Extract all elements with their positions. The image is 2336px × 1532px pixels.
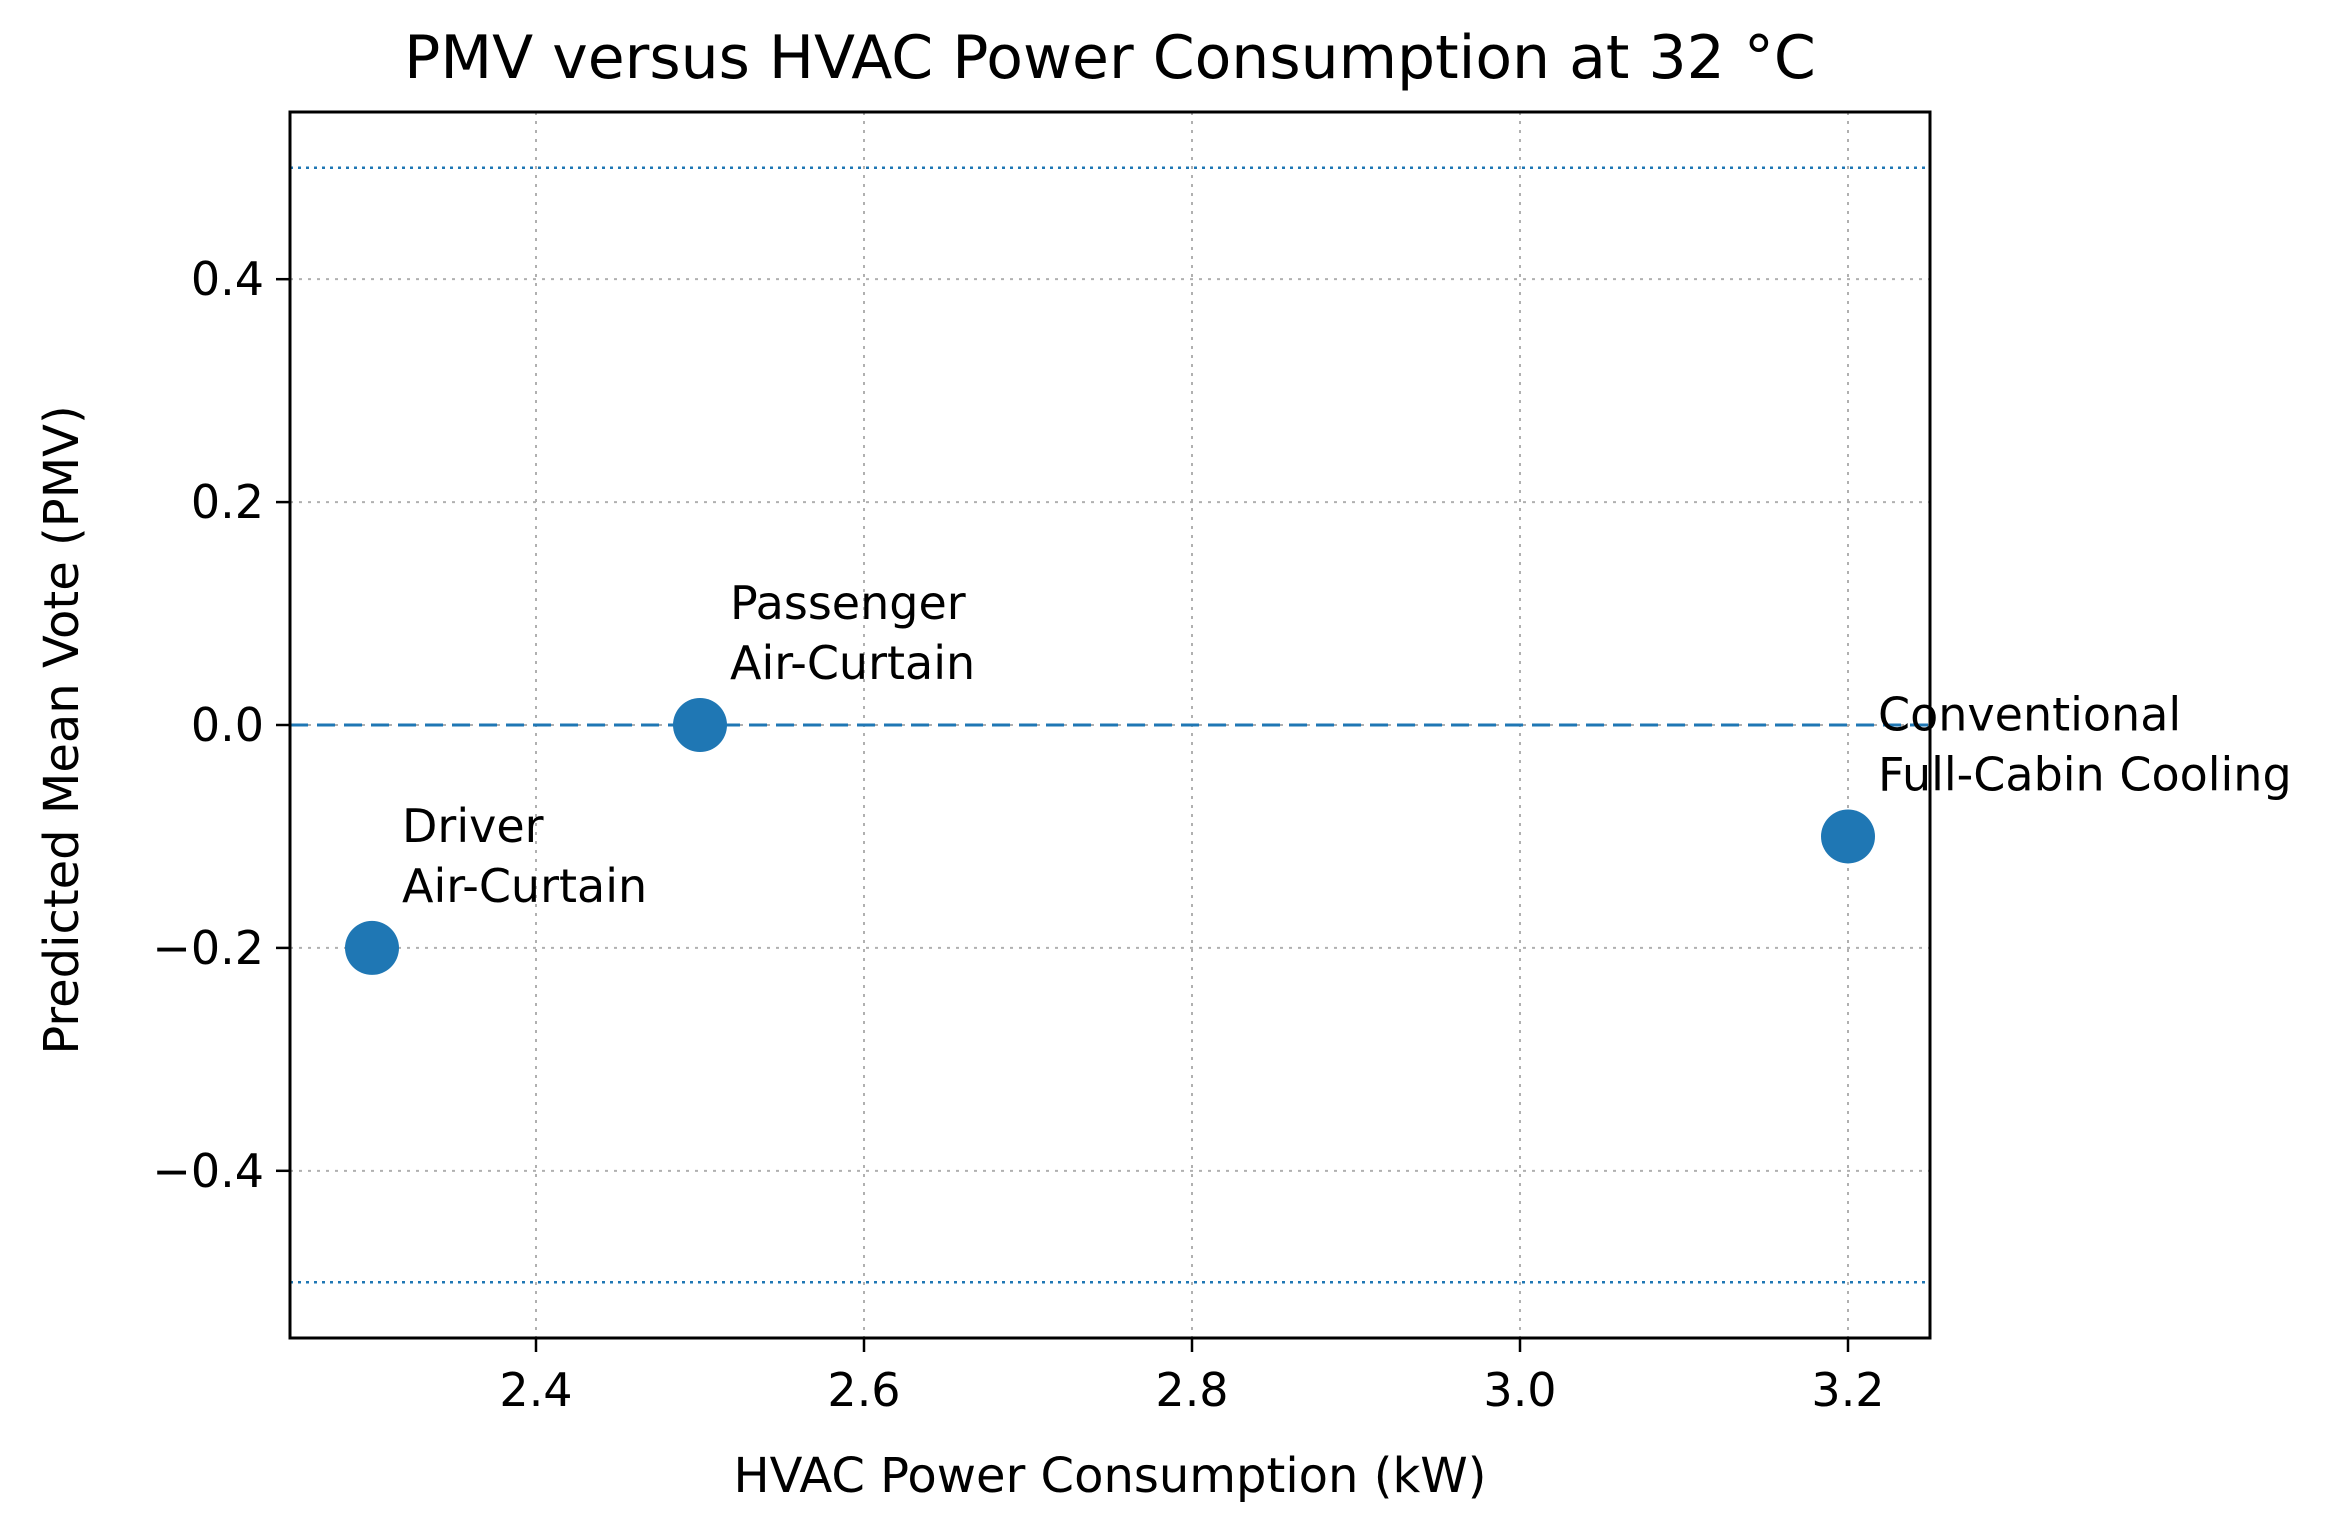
x-tick-label: 2.8 <box>1155 1363 1228 1417</box>
point-annotation: Passenger Air-Curtain <box>730 576 975 690</box>
x-tick-label: 2.4 <box>499 1363 572 1417</box>
chart-title: PMV versus HVAC Power Consumption at 32 … <box>404 23 1816 93</box>
point-annotations: Driver Air-Curtain Passenger Air-Curtain Con… <box>402 576 2292 913</box>
annotation-line: Air-Curtain <box>402 859 647 913</box>
reference-lines <box>290 166 1930 1284</box>
annotation-line: Air-Curtain <box>730 636 975 690</box>
point-annotation: Driver Air-Curtain <box>402 799 647 913</box>
annotation-line: Full-Cabin Cooling <box>1878 747 2292 801</box>
data-point <box>673 698 727 752</box>
annotation-line: Driver <box>402 799 544 853</box>
y-tick-label: 0.4 <box>191 252 264 306</box>
x-axis-label: HVAC Power Consumption (kW) <box>734 1448 1487 1504</box>
data-point <box>1821 809 1875 864</box>
data-point <box>345 920 399 975</box>
y-tick-label: 0.0 <box>191 698 264 752</box>
x-tick-label: 3.0 <box>1483 1363 1556 1417</box>
x-tick-label: 2.6 <box>827 1363 900 1417</box>
y-tick-label: −0.4 <box>152 1144 264 1198</box>
y-axis-ticks: 0.4 0.2 0.0 −0.2 −0.4 <box>152 252 290 1198</box>
point-annotation: Conventional Full-Cabin Cooling <box>1878 687 2292 801</box>
x-axis-ticks: 2.4 2.6 2.8 3.0 3.2 <box>499 1338 1885 1417</box>
y-tick-label: 0.2 <box>191 475 264 529</box>
data-points <box>345 698 1875 975</box>
x-tick-label: 3.2 <box>1811 1363 1884 1417</box>
y-axis-label: Predicted Mean Vote (PMV) <box>34 405 90 1054</box>
annotation-line: Conventional <box>1878 687 2181 741</box>
y-tick-label: −0.2 <box>152 921 264 975</box>
annotation-line: Passenger <box>730 576 966 630</box>
